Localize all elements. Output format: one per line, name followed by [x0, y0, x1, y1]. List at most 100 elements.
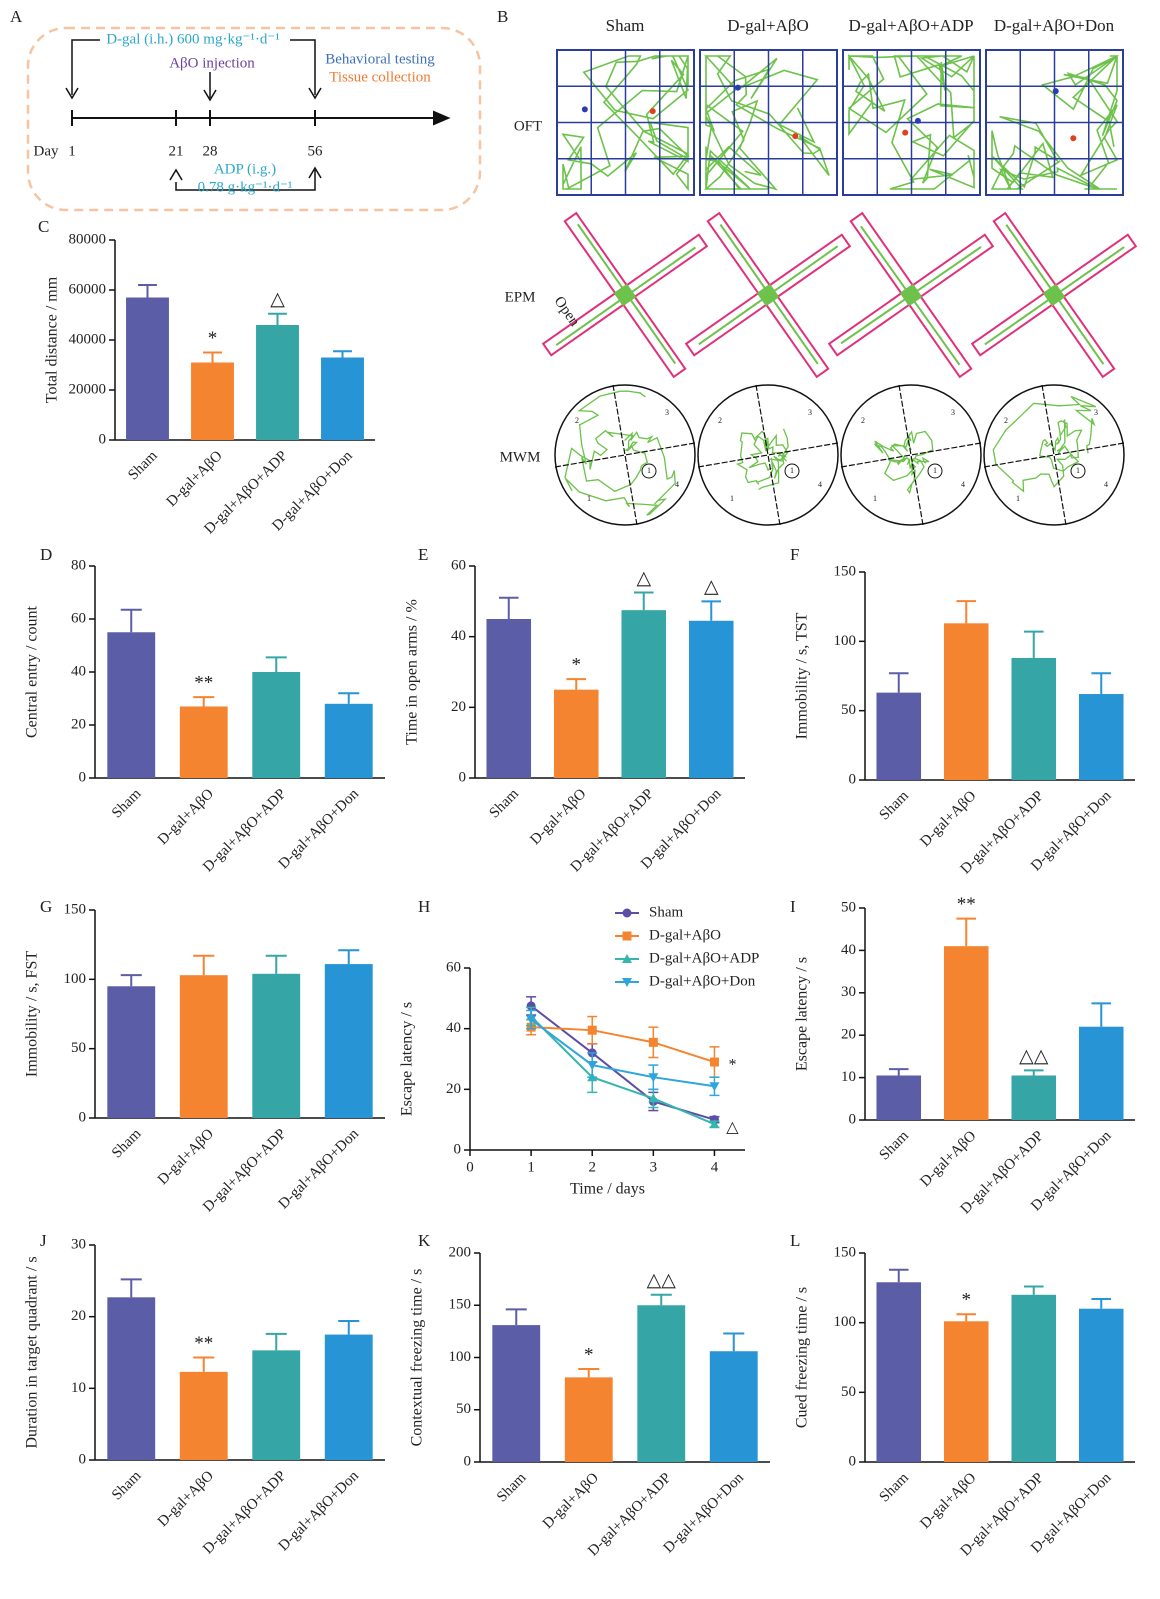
y-tick-label: 80000	[69, 231, 107, 247]
y-tick-label: 80	[71, 557, 86, 573]
bar	[1079, 1309, 1124, 1462]
bar	[689, 621, 734, 778]
bar	[252, 672, 300, 778]
y-tick-label: 0	[459, 769, 467, 785]
y-tick-label: 60	[451, 557, 466, 573]
bar	[180, 1372, 228, 1460]
panel-label: H	[418, 897, 430, 916]
y-tick-label: 150	[834, 563, 857, 579]
y-tick-label: 20	[451, 699, 466, 715]
y-tick-label: 0	[849, 1453, 857, 1469]
quadrant-label: 1	[730, 494, 734, 503]
bar	[107, 1297, 155, 1460]
bar	[1011, 658, 1056, 780]
end-dot	[1070, 135, 1076, 141]
quadrant-label: 1	[1076, 466, 1080, 475]
quadrant-label: 2	[1004, 416, 1008, 425]
group-label: Sham	[606, 16, 645, 35]
y-tick-label: 0	[79, 1109, 87, 1125]
end-dot	[902, 130, 908, 136]
quadrant-label: 3	[1094, 408, 1098, 417]
bar	[876, 1282, 921, 1462]
day-tick: 56	[308, 143, 324, 159]
quadrant-label: 1	[790, 466, 794, 475]
bar	[256, 325, 299, 440]
bar	[325, 1335, 373, 1460]
bar	[637, 1305, 685, 1462]
significance-marker: △△	[647, 1270, 677, 1291]
y-tick-label: 50	[456, 1401, 471, 1417]
panel-label: B	[497, 7, 508, 26]
bar	[944, 1321, 989, 1462]
y-tick-label: 20000	[69, 381, 107, 397]
test-label: EPM	[505, 289, 536, 305]
bar	[191, 363, 234, 441]
significance-marker: **	[194, 673, 213, 694]
bar	[944, 946, 989, 1120]
panel-label: L	[790, 1231, 800, 1250]
y-tick-label: 40	[451, 628, 466, 644]
significance-marker: **	[957, 894, 976, 915]
y-tick-label: 0	[99, 431, 107, 447]
quadrant-label: 2	[575, 416, 579, 425]
bar	[325, 964, 373, 1118]
quadrant-label: 1	[1016, 494, 1020, 503]
bar	[107, 986, 155, 1118]
panel-label: D	[40, 545, 52, 564]
y-tick-label: 40	[841, 942, 856, 958]
y-tick-label: 150	[449, 1297, 472, 1313]
significance-marker: △△	[1019, 1046, 1049, 1067]
legend-label: D-gal+AβO+ADP	[649, 950, 759, 966]
day-tick: 28	[203, 143, 218, 159]
bar	[252, 1350, 300, 1460]
y-tick-label: 150	[834, 1244, 857, 1260]
y-tick-label: 0	[79, 1451, 87, 1467]
y-tick-label: 50	[841, 899, 856, 915]
y-axis-label: Duration in target quadrant / s	[24, 1256, 41, 1448]
panel-label: J	[40, 1231, 47, 1250]
y-axis-label: Escape latency / s	[794, 957, 811, 1071]
day-tick: 21	[169, 143, 184, 159]
bar	[710, 1351, 758, 1462]
y-axis-label: Immobility / s, FST	[24, 951, 41, 1077]
end-dot	[650, 108, 656, 114]
y-tick-label: 40	[71, 663, 86, 679]
quadrant-label: 4	[1104, 480, 1108, 489]
y-tick-label: 30	[841, 984, 856, 1000]
group-label: D-gal+AβO+ADP	[848, 16, 973, 35]
quadrant-label: 4	[675, 480, 679, 489]
quadrant-label: 1	[587, 494, 591, 503]
y-tick-label: 50	[841, 1384, 856, 1400]
bar	[126, 298, 169, 441]
behavior-label: Behavioral testing	[325, 51, 435, 67]
y-tick-label: 40000	[69, 331, 107, 347]
panel-label: C	[38, 217, 49, 236]
significance-marker: *	[208, 328, 218, 349]
y-tick-label: 100	[64, 971, 87, 987]
significance-marker: **	[194, 1333, 213, 1354]
legend-label: D-gal+AβO+Don	[649, 973, 756, 989]
x-tick-label: 3	[650, 1159, 658, 1175]
y-tick-label: 0	[849, 771, 857, 787]
x-tick-label: 1	[527, 1159, 535, 1175]
significance-marker: △	[704, 577, 719, 598]
y-tick-label: 20	[71, 716, 86, 732]
day-tick: 1	[68, 143, 76, 159]
y-tick-label: 50	[841, 702, 856, 718]
end-dot	[792, 133, 798, 139]
bar	[180, 706, 228, 778]
significance-marker: △	[270, 289, 285, 310]
start-dot	[735, 85, 741, 91]
y-tick-label: 0	[849, 1111, 857, 1127]
panel-label: K	[418, 1231, 431, 1250]
y-axis-label: Contextual freezing time / s	[409, 1269, 426, 1447]
x-tick-label: 0	[466, 1159, 474, 1175]
quadrant-label: 4	[961, 480, 965, 489]
legend-label: Sham	[649, 904, 684, 920]
significance-marker: *	[962, 1290, 972, 1311]
abo-label: AβO injection	[169, 55, 255, 71]
bar	[621, 610, 666, 778]
bar	[486, 619, 531, 778]
significance-marker: △	[726, 1119, 739, 1136]
y-tick-label: 200	[449, 1244, 472, 1260]
